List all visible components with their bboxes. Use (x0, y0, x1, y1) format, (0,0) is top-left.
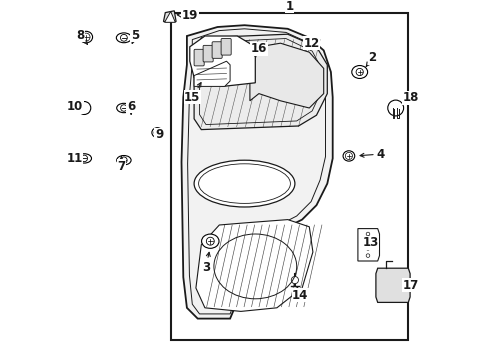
Polygon shape (375, 268, 409, 302)
Ellipse shape (117, 156, 131, 165)
Text: 13: 13 (362, 236, 378, 249)
Ellipse shape (77, 154, 91, 163)
Circle shape (154, 129, 161, 136)
Polygon shape (164, 12, 175, 22)
Circle shape (345, 152, 352, 159)
Circle shape (387, 100, 403, 116)
Text: 2: 2 (366, 51, 376, 67)
Ellipse shape (201, 234, 219, 248)
Circle shape (81, 155, 87, 162)
FancyBboxPatch shape (212, 42, 222, 58)
Text: 3: 3 (202, 252, 210, 274)
Polygon shape (194, 34, 326, 130)
Text: 9: 9 (155, 127, 163, 141)
Text: 1: 1 (285, 0, 293, 13)
Bar (170, 13, 407, 340)
Ellipse shape (80, 31, 92, 43)
Text: 8: 8 (77, 29, 87, 44)
Text: 16: 16 (250, 42, 266, 56)
Circle shape (206, 237, 214, 245)
Text: 4: 4 (359, 148, 384, 161)
Polygon shape (181, 25, 332, 319)
Polygon shape (194, 61, 230, 86)
Text: 7: 7 (117, 156, 125, 173)
Polygon shape (249, 43, 323, 108)
Ellipse shape (194, 160, 294, 207)
Polygon shape (196, 220, 312, 311)
FancyBboxPatch shape (203, 45, 213, 62)
Ellipse shape (351, 66, 367, 78)
Text: 14: 14 (291, 287, 308, 302)
Circle shape (291, 276, 298, 284)
Ellipse shape (117, 103, 131, 113)
Text: 5: 5 (131, 29, 139, 44)
Text: 15: 15 (184, 83, 201, 104)
Text: 12: 12 (303, 37, 319, 50)
Text: 19: 19 (177, 9, 198, 22)
Text: 17: 17 (402, 279, 418, 292)
FancyBboxPatch shape (194, 49, 204, 66)
Ellipse shape (343, 151, 354, 161)
Circle shape (121, 105, 127, 111)
Circle shape (355, 68, 363, 76)
Ellipse shape (116, 33, 131, 43)
Polygon shape (189, 36, 255, 86)
Circle shape (120, 35, 127, 41)
Text: 18: 18 (402, 91, 419, 104)
Circle shape (121, 157, 127, 163)
Polygon shape (163, 11, 176, 22)
Text: 10: 10 (67, 100, 83, 113)
Polygon shape (357, 229, 379, 261)
Ellipse shape (152, 128, 163, 138)
FancyBboxPatch shape (221, 39, 231, 55)
Text: 11: 11 (66, 152, 82, 165)
Text: 6: 6 (127, 100, 135, 114)
Circle shape (82, 33, 90, 41)
